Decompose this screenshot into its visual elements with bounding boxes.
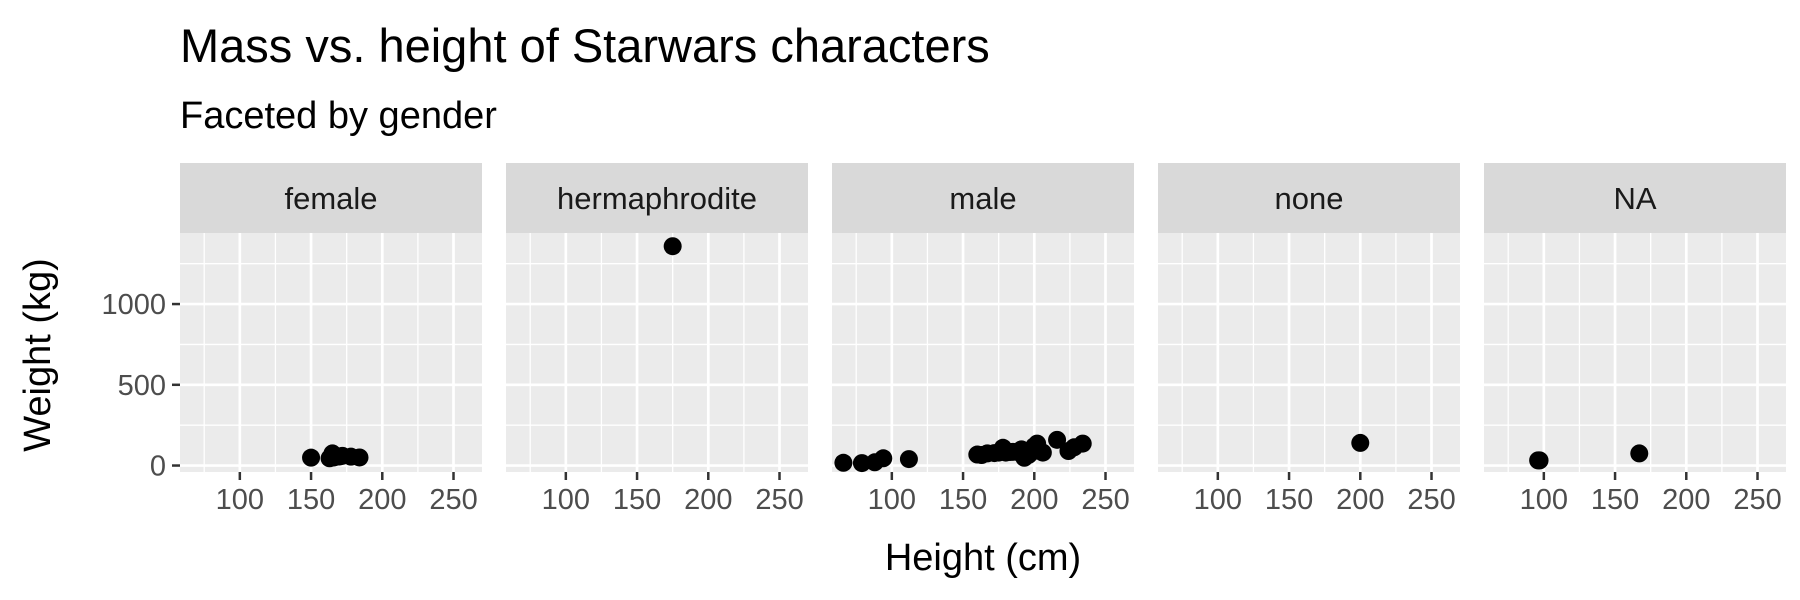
facet-panel-hermaphrodite: hermaphrodite [506, 163, 808, 472]
x-tick-label: 200 [684, 484, 732, 516]
data-point [834, 453, 853, 472]
x-tick-label: 100 [868, 484, 916, 516]
y-tick-label: 0 [150, 451, 166, 483]
x-tick-label: 100 [542, 484, 590, 516]
x-axis-title: Height (cm) [885, 537, 1081, 579]
x-tick-label: 200 [1010, 484, 1058, 516]
panel-background [1158, 233, 1460, 472]
y-axis-title: Weight (kg) [17, 258, 59, 452]
data-point [899, 450, 918, 469]
x-tick-label: 250 [1407, 484, 1455, 516]
x-tick-label: 200 [358, 484, 406, 516]
x-tick-label: 250 [755, 484, 803, 516]
x-tick-label: 250 [1081, 484, 1129, 516]
facet-strip-label: NA [1613, 181, 1656, 216]
y-tick-label: 1000 [101, 289, 166, 321]
x-tick-label: 250 [1733, 484, 1781, 516]
data-point [874, 449, 893, 468]
data-point [333, 446, 352, 465]
facet-strip [1158, 163, 1460, 233]
facet-strip [180, 163, 482, 233]
x-tick-label: 150 [1265, 484, 1313, 516]
facet-strip-label: hermaphrodite [557, 181, 757, 216]
x-tick-label: 150 [287, 484, 335, 516]
y-tick-label: 500 [118, 370, 166, 402]
facet-panel-na: NA [1484, 163, 1786, 472]
chart-subtitle: Faceted by gender [180, 95, 497, 137]
facet-panel-male: male [832, 163, 1134, 473]
x-axes: 100 150 200 250 100 150 200 250 100 150 200 250 100 1… [216, 472, 1782, 516]
data-point [1073, 434, 1092, 453]
panel-background [180, 233, 482, 472]
chart-title: Mass vs. height of Starwars characters [180, 19, 990, 72]
facet-strip-label: none [1275, 181, 1344, 216]
data-point [302, 448, 321, 467]
x-tick-label: 150 [613, 484, 661, 516]
facet-panel-none: none [1158, 163, 1460, 472]
facet-strip-label: male [949, 181, 1016, 216]
facet-strip [832, 163, 1134, 233]
data-point [1530, 451, 1549, 470]
x-tick-label: 150 [939, 484, 987, 516]
x-tick-label: 100 [1520, 484, 1568, 516]
facet-panel-female: female [180, 163, 482, 472]
x-tick-label: 100 [1194, 484, 1242, 516]
data-point [663, 237, 682, 256]
data-point [1033, 443, 1052, 462]
x-tick-label: 200 [1662, 484, 1710, 516]
data-point [1630, 444, 1649, 463]
data-point [1351, 433, 1370, 452]
panel-background [832, 233, 1134, 472]
y-axis: 0 500 1000 [101, 289, 180, 483]
x-tick-label: 200 [1336, 484, 1384, 516]
facet-strip-label: female [284, 181, 377, 216]
facet-panels: female hermaphrodite male none NA [180, 163, 1786, 473]
panel-background [506, 233, 808, 472]
x-tick-label: 250 [429, 484, 477, 516]
data-point [1048, 430, 1067, 449]
facet-strip [506, 163, 808, 233]
x-tick-label: 100 [216, 484, 264, 516]
data-point [350, 448, 369, 467]
data-point [852, 454, 871, 473]
facet-strip [1484, 163, 1786, 233]
x-tick-label: 150 [1591, 484, 1639, 516]
panel-background [1484, 233, 1786, 472]
